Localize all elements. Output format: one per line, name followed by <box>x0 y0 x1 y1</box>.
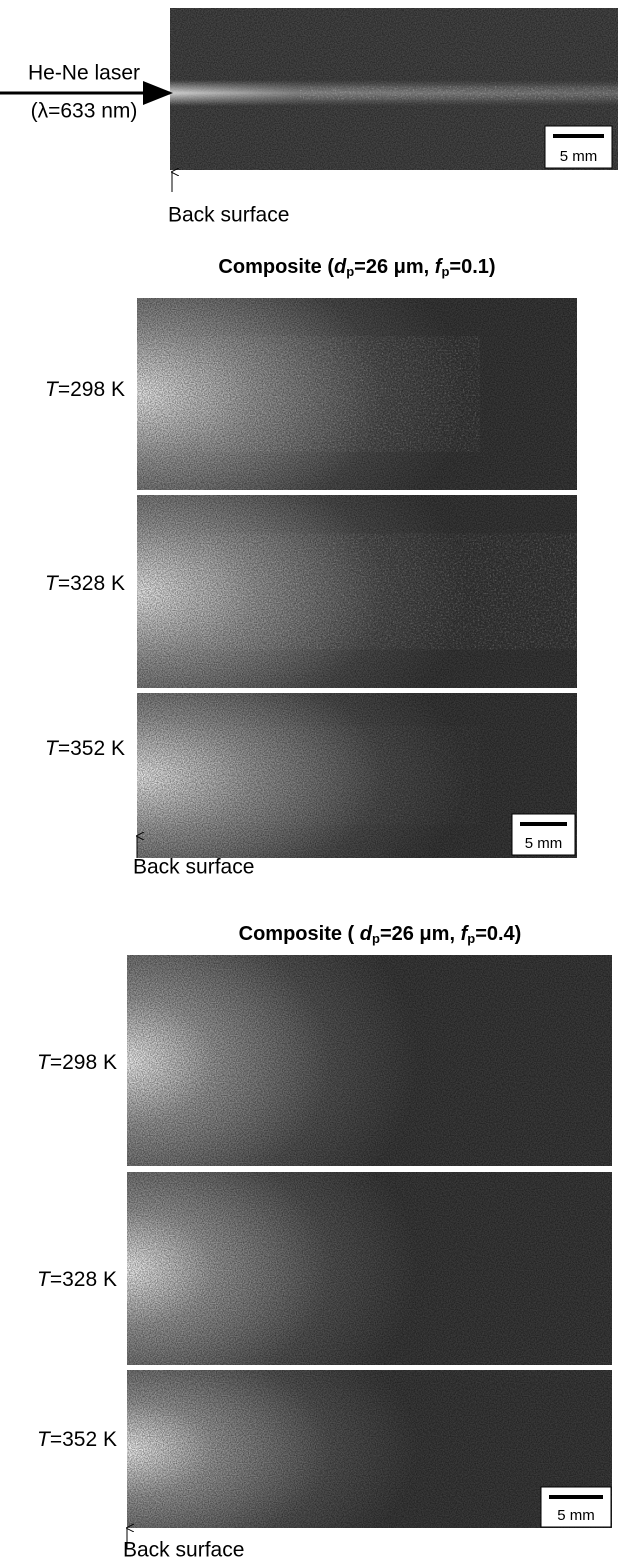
title-part: p <box>372 931 380 946</box>
title-part: =0.4) <box>475 923 521 945</box>
wavelength-label: (λ=633 nm) <box>31 100 138 123</box>
title-part: p <box>346 264 354 279</box>
row-label-var: T <box>37 1268 52 1291</box>
row-label-value: =352 K <box>50 1428 117 1451</box>
row-label-var: T <box>37 1428 52 1451</box>
back-surface-label: Back surface <box>168 204 289 227</box>
row-label: T=298 K <box>37 1051 117 1074</box>
scale-bar-label: 5 mm <box>557 1507 595 1524</box>
scale-bar-label: 5 mm <box>525 835 563 852</box>
row-label: T=328 K <box>37 1268 117 1291</box>
back-surface-label: Back surface <box>123 1539 244 1562</box>
title-part: p <box>441 264 449 279</box>
beam-speckle <box>300 86 618 100</box>
title-part: =26 μm, <box>380 923 461 945</box>
row-label-value: =328 K <box>50 1268 117 1291</box>
scale-bar-label: 5 mm <box>560 148 598 165</box>
title-part: =26 μm, <box>354 256 435 278</box>
panel-title: Composite (dp=26 μm, fp=0.1) <box>218 256 495 279</box>
row-label-var: T <box>37 1051 52 1074</box>
row-label-var: T <box>45 378 60 401</box>
photo-noise <box>127 1172 612 1365</box>
row-label-value: =298 K <box>58 378 125 401</box>
title-part: d <box>334 256 347 278</box>
title-part: f <box>435 256 444 278</box>
scale-bar-box <box>544 125 613 169</box>
row-label-value: =352 K <box>58 737 125 760</box>
row-label: T=352 K <box>37 1428 117 1451</box>
title-part: f <box>461 923 470 945</box>
row-label: T=328 K <box>45 572 125 595</box>
title-part: d <box>360 923 373 945</box>
row-label: T=352 K <box>45 737 125 760</box>
laser-label: He-Ne laser <box>28 62 140 85</box>
title-part: =0.1) <box>449 256 495 278</box>
photo-noise <box>127 955 612 1166</box>
photo-noise <box>127 1370 612 1528</box>
photo-speckle <box>200 726 480 825</box>
scale-bar-box <box>540 1486 612 1528</box>
row-label-var: T <box>45 737 60 760</box>
photo-speckle <box>200 533 577 650</box>
row-label-var: T <box>45 572 60 595</box>
title-part: p <box>467 931 475 946</box>
row-label-value: =298 K <box>50 1051 117 1074</box>
title-part: Composite ( <box>239 923 360 945</box>
row-label: T=298 K <box>45 378 125 401</box>
scale-bar-box <box>511 813 576 856</box>
row-label-value: =328 K <box>58 572 125 595</box>
title-part: Composite ( <box>218 256 334 278</box>
photo-speckle <box>200 336 480 452</box>
back-surface-label: Back surface <box>133 856 254 879</box>
panel-title: Composite ( dp=26 μm, fp=0.4) <box>239 923 522 946</box>
